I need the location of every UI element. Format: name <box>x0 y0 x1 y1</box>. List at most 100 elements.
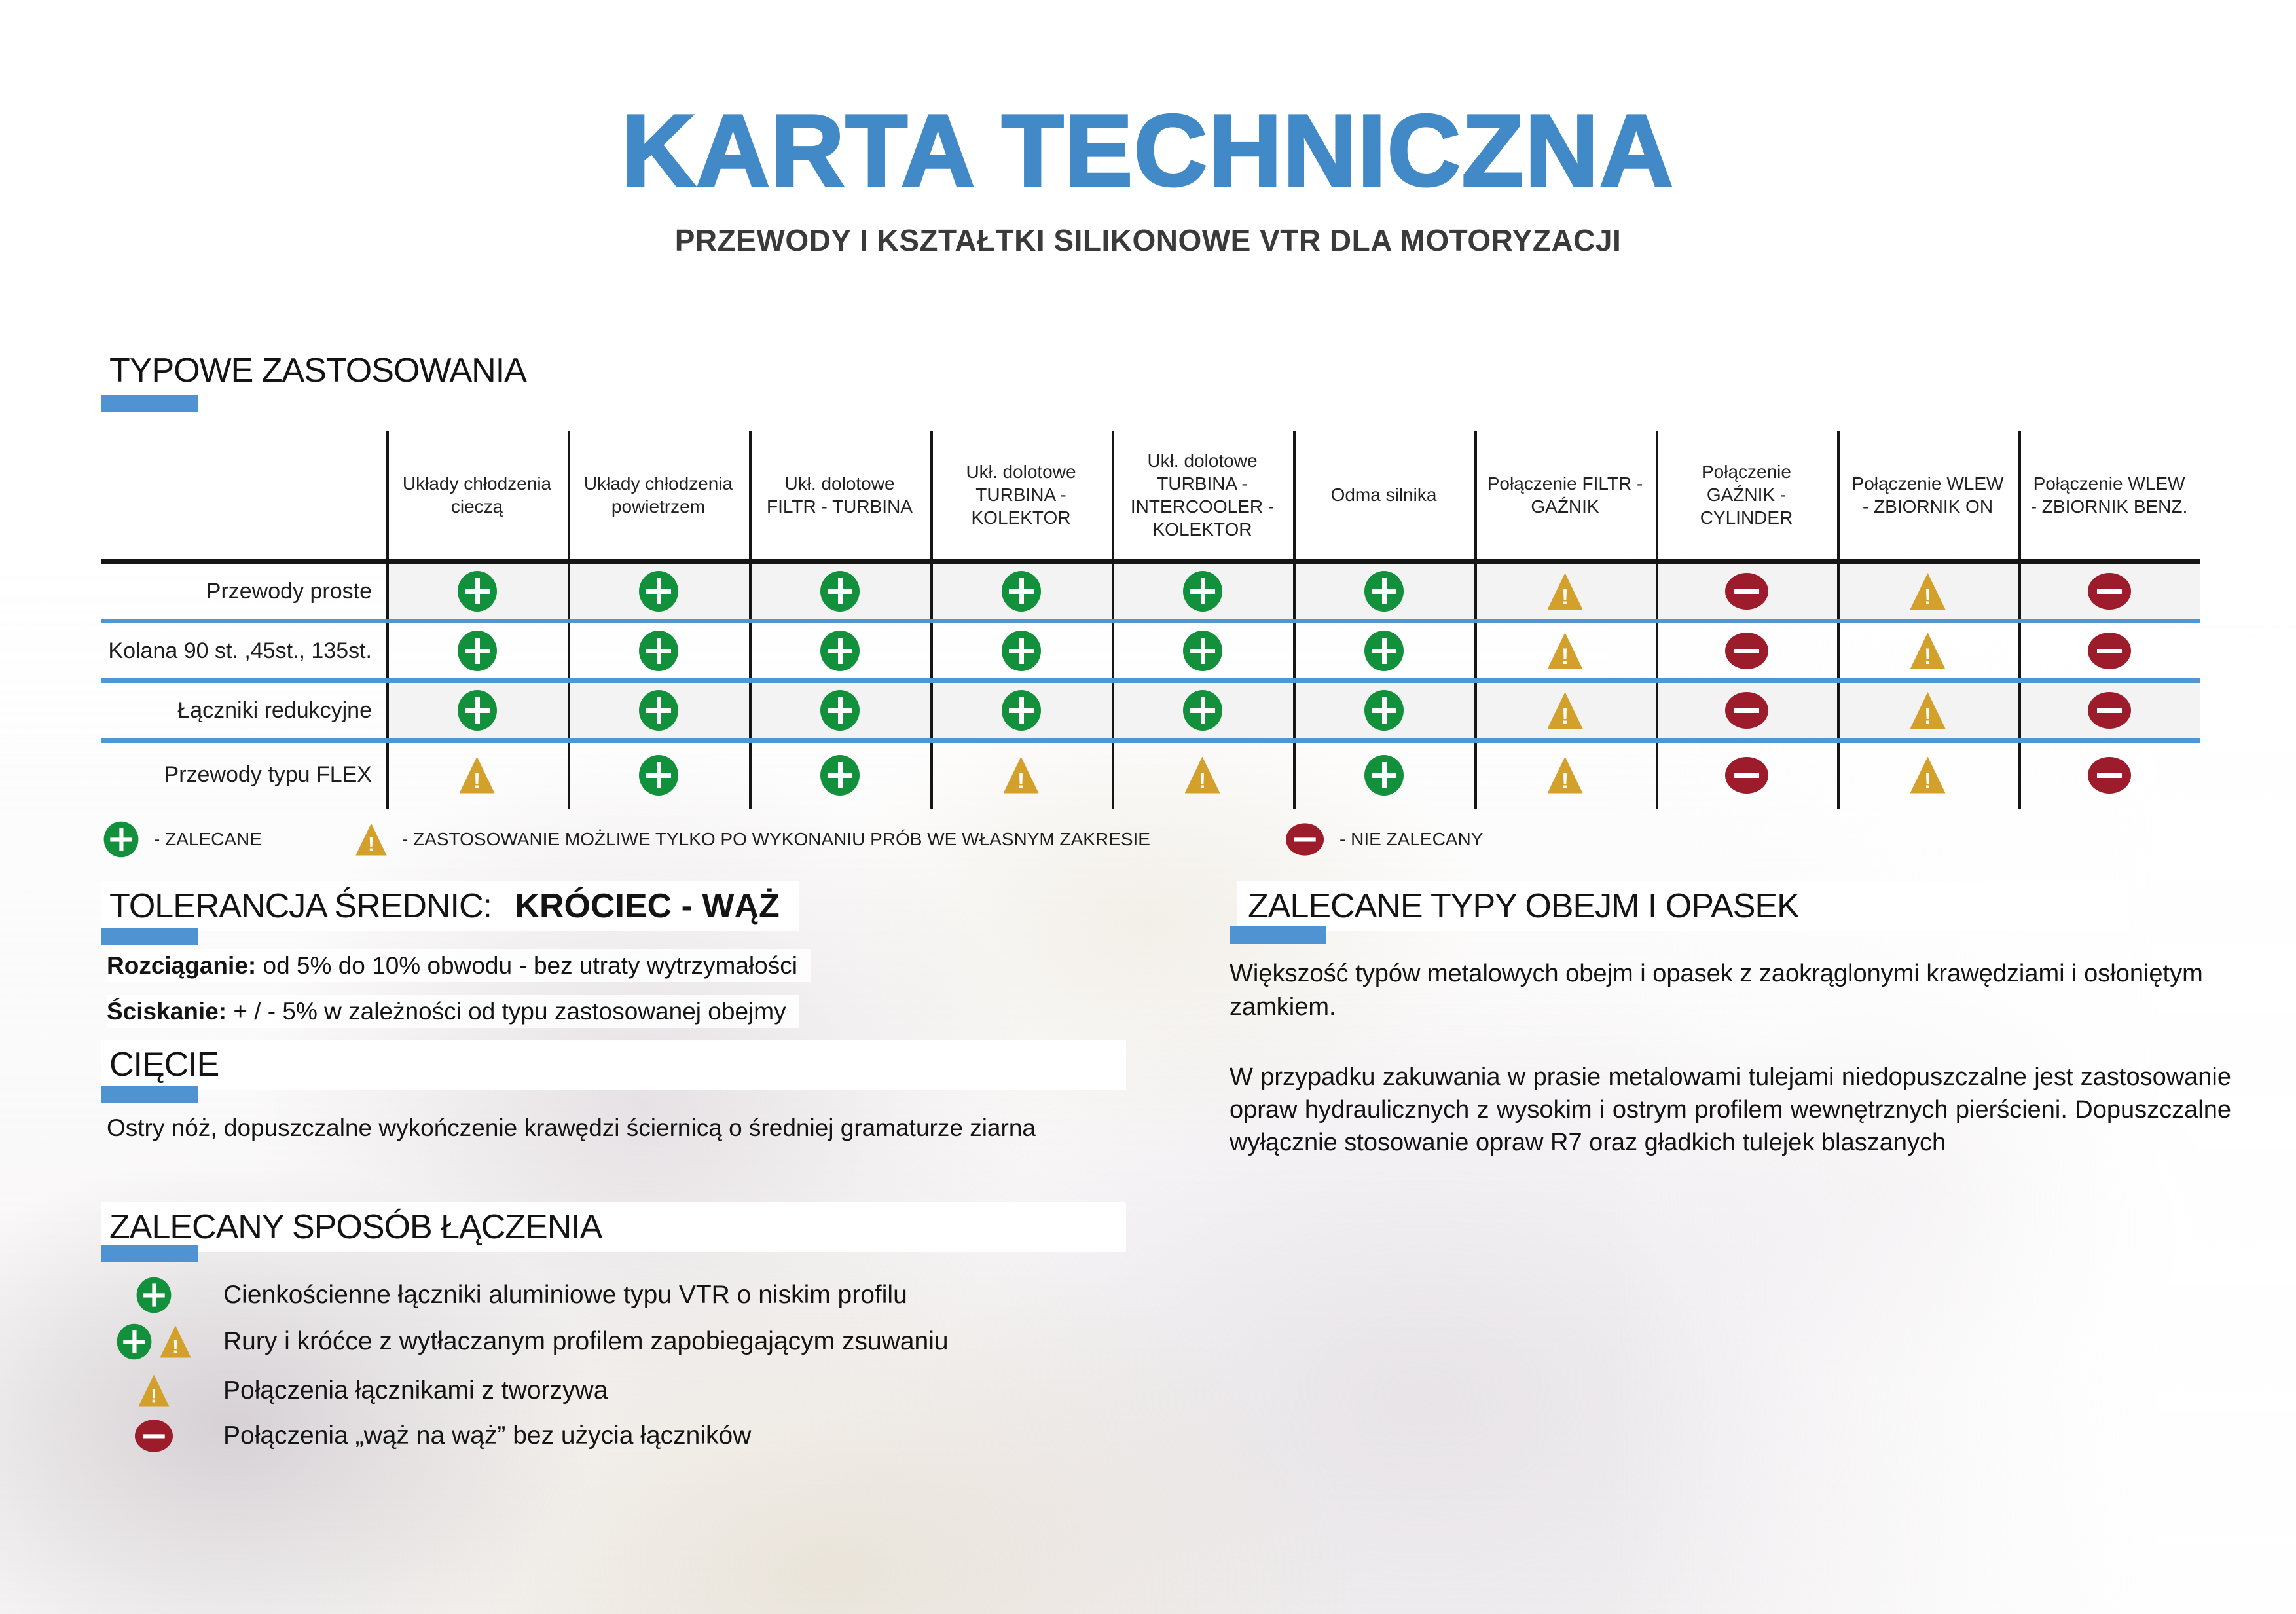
recommended-icon <box>638 690 678 731</box>
blue-accent-bar <box>101 1086 198 1103</box>
section-title-applications-band: TYPOWE ZASTOSOWANIA <box>101 346 546 395</box>
table-cell <box>1293 564 1474 619</box>
joining-item-icons <box>101 1275 206 1315</box>
tolerance-line-value: + / - 5% w zależności od typu zastosowan… <box>227 998 786 1025</box>
table-cell <box>1837 623 2018 678</box>
recommended-icon <box>820 754 860 796</box>
recommended-icon <box>1182 571 1222 612</box>
not-recommended-icon <box>2087 692 2131 729</box>
recommended-icon <box>1001 571 1041 612</box>
warning-icon <box>1547 756 1583 794</box>
recommended-icon <box>820 631 860 671</box>
legend-label: - NIE ZALECANY <box>1339 829 1484 849</box>
row-separator-line <box>101 619 2200 623</box>
table-cell <box>1656 623 1837 678</box>
recommended-icon <box>136 1277 172 1313</box>
recommended-icon <box>1001 690 1041 731</box>
table-column-header: Ukł. dolotowe FILTR - TURBINA <box>767 473 913 517</box>
not-recommended-icon <box>1724 573 1768 610</box>
section-title-applications: TYPOWE ZASTOSOWANIA <box>109 352 527 390</box>
section-title-tolerance-band: TOLERANCJA ŚREDNIC: KRÓCIEC - WĄŻ <box>101 881 799 931</box>
table-column-header: Połączenie WLEW - ZBIORNIK BENZ. <box>2030 473 2188 517</box>
table-cell <box>1656 564 1837 619</box>
table-cell <box>1112 683 1293 738</box>
table-column-header: Połączenie WLEW - ZBIORNIK ON <box>1851 473 2004 517</box>
warning-icon <box>138 1374 170 1407</box>
section-title-joining-band: ZALECANY SPOSÓB ŁĄCZENIA <box>101 1202 1126 1252</box>
legend-item-not-recommended: - NIE ZALECANY <box>1283 820 1483 859</box>
page-title: KARTA TECHNICZNA <box>621 94 1675 207</box>
table-cell <box>1112 623 1293 678</box>
table-cell <box>568 683 749 738</box>
table-cell <box>568 564 749 619</box>
row-separator-line <box>101 678 2200 683</box>
joining-item-icons <box>101 1372 206 1409</box>
table-row-label: Łączniki redukcyjne <box>177 697 372 723</box>
table-cell <box>1293 743 1474 807</box>
warning-icon <box>1910 573 1946 610</box>
recommended-icon <box>638 754 678 796</box>
table-cell <box>749 683 930 738</box>
warning-icon <box>1003 756 1039 794</box>
section-title-joining: ZALECANY SPOSÓB ŁĄCZENIA <box>109 1208 602 1246</box>
tolerance-line-compress: Ściskanie: + / - 5% w zależności od typu… <box>107 995 799 1028</box>
not-recommended-icon <box>1285 823 1324 856</box>
not-recommended-icon <box>1724 633 1768 669</box>
table-cell <box>930 683 1112 738</box>
recommended-icon <box>1364 631 1404 671</box>
table-row: Łączniki redukcyjne <box>101 683 2200 738</box>
table-cell <box>2018 623 2200 678</box>
legend-item-recommended: - ZALECANE <box>101 820 262 859</box>
joining-item-icons <box>101 1418 206 1454</box>
table-cell <box>1474 743 1656 807</box>
recommended-icon <box>1364 754 1404 796</box>
not-recommended-icon <box>2087 573 2131 610</box>
recommended-icon <box>1182 690 1222 731</box>
recommended-icon <box>1364 690 1404 731</box>
not-recommended-icon <box>1724 692 1768 729</box>
table-cell <box>1474 623 1656 678</box>
blue-accent-bar <box>1230 926 1326 944</box>
table-row-label: Przewody proste <box>206 578 372 604</box>
table-row: Przewody typu FLEX <box>101 743 2200 807</box>
table-cell <box>749 623 930 678</box>
joining-item-icons <box>101 1321 206 1362</box>
table-cell <box>930 564 1112 619</box>
clamps-paragraph-1: Większość typów metalowych obejm i opase… <box>1230 960 2203 1021</box>
recommended-icon <box>1001 631 1041 671</box>
row-separator-line <box>101 738 2200 743</box>
table-column-header: Układy chłodzenia cieczą <box>402 473 552 517</box>
warning-icon <box>1547 633 1583 669</box>
table-cell <box>930 743 1112 807</box>
warning-icon <box>1910 633 1946 669</box>
warning-icon <box>1547 573 1583 610</box>
table-cell <box>749 564 930 619</box>
recommended-icon <box>638 571 678 612</box>
table-cell <box>386 743 568 807</box>
tolerance-line-term: Rozciąganie: <box>107 952 257 979</box>
joining-item-text: Rury i króćce z wytłaczanym profilem zap… <box>223 1327 949 1355</box>
section-title-cutting: CIĘCIE <box>109 1046 219 1084</box>
tolerance-line-value: od 5% do 10% obwodu - bez utraty wytrzym… <box>256 952 797 979</box>
table-cell <box>1656 743 1837 807</box>
joining-list-item: Połączenia łącznikami z tworzywa <box>101 1369 608 1412</box>
recommended-icon <box>638 631 678 671</box>
blue-accent-bar <box>101 928 198 945</box>
table-cell <box>386 683 568 738</box>
warning-icon <box>355 823 387 856</box>
legend-item-warning: - ZASTOSOWANIE MOŻLIWE TYLKO PO WYKONANI… <box>354 820 1150 859</box>
joining-item-text: Połączenia łącznikami z tworzywa <box>223 1376 608 1404</box>
table-cell <box>2018 564 2200 619</box>
table-cell <box>1837 564 2018 619</box>
warning-icon <box>1910 756 1946 794</box>
joining-list-item: Rury i króćce z wytłaczanym profilem zap… <box>101 1320 949 1363</box>
table-cell <box>749 743 930 807</box>
section-title-clamps: ZALECANE TYPY OBEJM I OPASEK <box>1248 887 1800 925</box>
recommended-icon <box>457 571 497 612</box>
table-cell <box>2018 683 2200 738</box>
section-title-cutting-band: CIĘCIE <box>101 1040 1126 1090</box>
legend-label: - ZASTOSOWANIE MOŻLIWE TYLKO PO WYKONANI… <box>402 829 1150 849</box>
page-subtitle: PRZEWODY I KSZTAŁTKI SILIKONOWE VTR DLA … <box>674 223 1622 257</box>
tolerance-title-regular: TOLERANCJA ŚREDNIC: <box>109 887 492 925</box>
